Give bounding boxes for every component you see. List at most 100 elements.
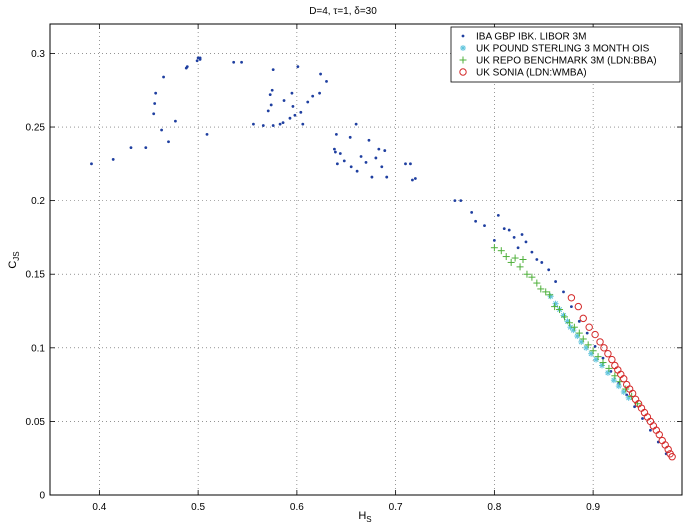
data-point-series-0 bbox=[359, 155, 363, 158]
data-point-series-0 bbox=[540, 261, 544, 264]
data-point-series-0 bbox=[196, 56, 200, 60]
legend-label-1: UK POUND STERLING 3 MONTH OIS bbox=[476, 44, 650, 55]
data-point-series-0 bbox=[377, 147, 381, 151]
data-point-series-3 bbox=[574, 302, 583, 311]
data-point-series-0 bbox=[261, 124, 265, 127]
data-point-series-0 bbox=[90, 162, 93, 166]
data-point-series-0 bbox=[338, 152, 342, 155]
x-tick-label: 0.6 bbox=[290, 502, 304, 513]
data-point-series-0 bbox=[111, 158, 115, 161]
data-point-series-3 bbox=[600, 344, 608, 352]
data-point-series-3 bbox=[608, 355, 616, 364]
data-point-series-2 bbox=[584, 341, 592, 349]
data-point-series-0 bbox=[129, 146, 133, 150]
data-point-series-0 bbox=[282, 99, 286, 102]
data-point-series-0 bbox=[562, 290, 565, 294]
data-point-series-0 bbox=[633, 405, 636, 409]
data-point-series-2 bbox=[490, 244, 498, 252]
legend-marker-0 bbox=[461, 34, 465, 38]
data-point-series-0 bbox=[530, 250, 534, 254]
data-point-series-0 bbox=[160, 128, 163, 132]
chart-title: D=4, τ=1, δ=30 bbox=[309, 6, 377, 17]
data-point-series-0 bbox=[507, 228, 511, 232]
data-point-series-0 bbox=[385, 175, 389, 179]
data-point-series-0 bbox=[585, 331, 589, 335]
data-point-series-0 bbox=[333, 147, 336, 151]
data-point-series-0 bbox=[516, 246, 520, 250]
data-point-series-0 bbox=[554, 280, 557, 283]
data-point-series-2 bbox=[519, 256, 527, 263]
data-point-series-0 bbox=[470, 211, 474, 214]
data-point-series-0 bbox=[547, 268, 551, 272]
y-tick-label: 0.1 bbox=[31, 343, 45, 354]
x-tick-label: 0.9 bbox=[586, 502, 600, 513]
data-point-series-0 bbox=[281, 121, 285, 125]
data-point-series-0 bbox=[593, 344, 597, 348]
data-point-series-0 bbox=[409, 162, 412, 166]
data-point-series-3 bbox=[628, 389, 637, 398]
data-point-series-0 bbox=[577, 319, 581, 323]
data-point-series-0 bbox=[195, 59, 199, 63]
data-point-series-2 bbox=[551, 303, 559, 311]
data-point-series-0 bbox=[383, 149, 387, 152]
data-point-series-2 bbox=[502, 253, 510, 261]
data-point-series-0 bbox=[380, 165, 384, 169]
x-tick-label: 0.8 bbox=[487, 502, 501, 513]
data-point-series-0 bbox=[293, 113, 297, 117]
data-point-series-0 bbox=[167, 140, 170, 144]
data-point-series-0 bbox=[325, 80, 328, 83]
data-point-series-0 bbox=[512, 236, 516, 239]
data-point-series-0 bbox=[153, 102, 157, 105]
data-point-series-0 bbox=[270, 88, 274, 92]
y-axis-ticks: 0 0.05 0.1 0.15 0.2 0.25 0.3 bbox=[26, 49, 682, 502]
data-point-series-0 bbox=[364, 160, 368, 164]
data-point-series-2 bbox=[611, 372, 619, 380]
data-point-series-2 bbox=[570, 323, 578, 331]
legend-marker-2 bbox=[459, 56, 467, 64]
data-point-series-0 bbox=[240, 60, 243, 64]
data-point-series-0 bbox=[334, 132, 338, 136]
data-point-series-0 bbox=[535, 258, 539, 261]
y-tick-label: 0.3 bbox=[31, 49, 45, 60]
data-point-series-0 bbox=[162, 75, 165, 79]
data-point-series-0 bbox=[641, 417, 644, 420]
data-point-series-0 bbox=[268, 93, 272, 97]
data-point-series-0 bbox=[198, 56, 202, 60]
x-tick-label: 0.5 bbox=[191, 502, 205, 513]
data-point-series-0 bbox=[252, 122, 255, 126]
data-point-series-0 bbox=[319, 72, 322, 76]
data-point-series-2 bbox=[542, 288, 550, 296]
y-tick-label: 0 bbox=[39, 491, 45, 502]
data-point-series-0 bbox=[306, 100, 310, 104]
data-point-series-2 bbox=[599, 359, 607, 367]
data-point-series-0 bbox=[349, 165, 353, 169]
data-point-series-2 bbox=[589, 347, 597, 355]
legend-box bbox=[450, 26, 681, 83]
data-point-series-0 bbox=[459, 199, 463, 203]
data-point-series-0 bbox=[290, 91, 294, 95]
data-point-series-2 bbox=[605, 364, 613, 372]
data-point-series-0 bbox=[609, 369, 613, 373]
data-point-series-0 bbox=[154, 91, 158, 95]
data-point-series-2 bbox=[575, 329, 583, 337]
data-point-series-3 bbox=[620, 375, 628, 383]
data-point-series-1 bbox=[604, 369, 611, 376]
data-point-series-0 bbox=[152, 112, 156, 116]
data-point-series-0 bbox=[271, 124, 275, 127]
data-point-series-3 bbox=[579, 314, 587, 323]
data-point-series-1 bbox=[593, 356, 600, 363]
data-point-series-0 bbox=[278, 122, 282, 126]
data-point-series-3 bbox=[604, 350, 612, 358]
data-point-series-3 bbox=[664, 445, 672, 454]
data-point-series-0 bbox=[502, 227, 506, 230]
data-point-series-0 bbox=[367, 138, 371, 142]
data-point-series-0 bbox=[413, 177, 417, 180]
data-point-series-1 bbox=[610, 377, 617, 384]
data-point-series-0 bbox=[342, 159, 346, 163]
data-point-series-0 bbox=[370, 175, 374, 179]
data-point-series-2 bbox=[546, 291, 554, 299]
data-point-series-2 bbox=[537, 285, 545, 293]
